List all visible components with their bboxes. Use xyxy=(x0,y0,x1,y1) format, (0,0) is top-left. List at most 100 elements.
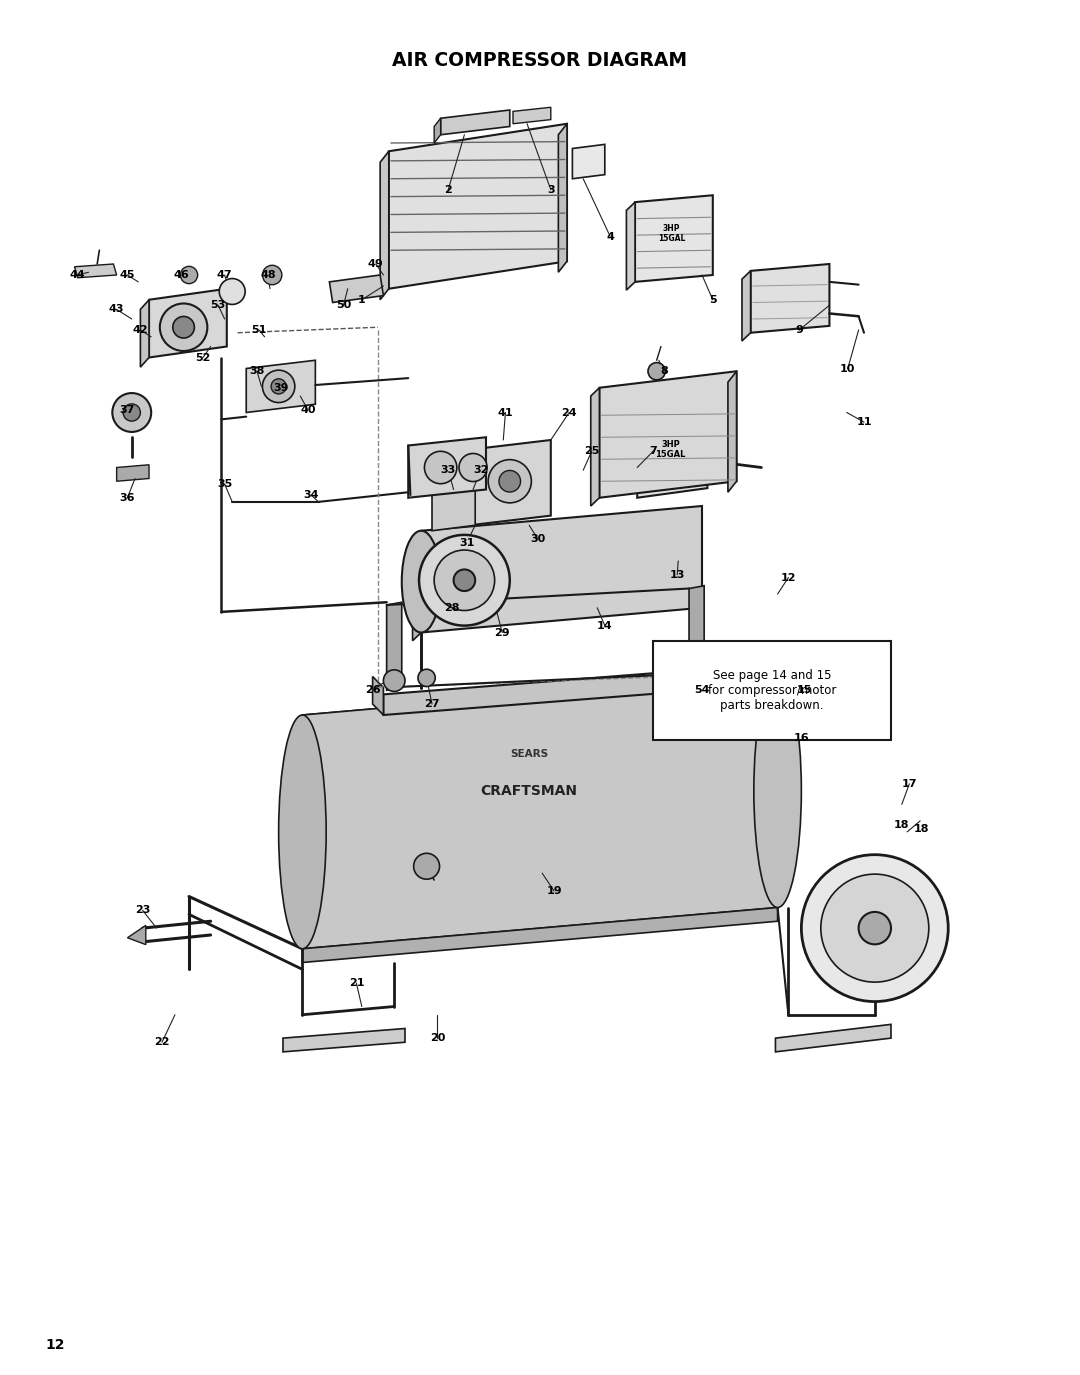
Polygon shape xyxy=(389,124,567,289)
Text: 53: 53 xyxy=(211,300,226,311)
Text: 9: 9 xyxy=(795,324,804,336)
Polygon shape xyxy=(635,195,713,282)
Polygon shape xyxy=(302,674,778,949)
Text: 45: 45 xyxy=(120,270,135,280)
Circle shape xyxy=(383,670,405,692)
Polygon shape xyxy=(751,264,829,333)
Circle shape xyxy=(454,569,475,591)
Polygon shape xyxy=(302,674,778,756)
Text: 5: 5 xyxy=(708,294,717,305)
Text: 8: 8 xyxy=(660,366,669,377)
Text: 34: 34 xyxy=(303,490,319,500)
Polygon shape xyxy=(689,586,704,674)
Text: 14: 14 xyxy=(597,620,612,631)
Text: SEARS: SEARS xyxy=(510,748,549,759)
Polygon shape xyxy=(434,118,441,143)
Circle shape xyxy=(262,370,295,403)
Polygon shape xyxy=(408,437,486,498)
Text: 39: 39 xyxy=(273,382,288,393)
Text: 32: 32 xyxy=(473,465,488,476)
Polygon shape xyxy=(149,289,227,358)
Polygon shape xyxy=(246,360,315,412)
Text: 24: 24 xyxy=(562,407,577,418)
Text: 21: 21 xyxy=(349,978,364,989)
Circle shape xyxy=(414,854,440,879)
Polygon shape xyxy=(373,676,383,715)
Circle shape xyxy=(459,454,487,481)
Text: 2: 2 xyxy=(444,184,453,195)
Text: 35: 35 xyxy=(217,478,232,489)
Polygon shape xyxy=(380,151,389,300)
Polygon shape xyxy=(742,271,751,341)
Polygon shape xyxy=(140,300,149,367)
Circle shape xyxy=(859,912,891,945)
Text: 40: 40 xyxy=(300,404,315,415)
Text: 12: 12 xyxy=(45,1338,65,1352)
Ellipse shape xyxy=(402,531,441,632)
Text: 47: 47 xyxy=(217,270,232,280)
Polygon shape xyxy=(413,531,421,641)
Text: 41: 41 xyxy=(498,407,513,418)
Polygon shape xyxy=(387,602,402,690)
Text: 49: 49 xyxy=(368,258,383,270)
Text: AIR COMPRESSOR DIAGRAM: AIR COMPRESSOR DIAGRAM xyxy=(392,51,688,70)
Text: 36: 36 xyxy=(120,492,135,503)
Circle shape xyxy=(424,451,457,484)
Text: 48: 48 xyxy=(260,270,275,280)
Text: 17: 17 xyxy=(902,778,917,789)
Text: 51: 51 xyxy=(252,324,267,336)
Polygon shape xyxy=(513,107,551,124)
Bar xyxy=(653,641,891,740)
Text: 37: 37 xyxy=(120,404,135,415)
Text: 30: 30 xyxy=(530,534,545,544)
Text: 52: 52 xyxy=(195,352,211,363)
Ellipse shape xyxy=(279,715,326,949)
Polygon shape xyxy=(724,656,734,688)
Text: 54: 54 xyxy=(694,685,710,696)
Circle shape xyxy=(821,874,929,982)
Text: 44: 44 xyxy=(70,270,85,280)
Circle shape xyxy=(801,855,948,1001)
Text: 12: 12 xyxy=(781,572,796,583)
Text: 31: 31 xyxy=(459,538,474,549)
Text: 1: 1 xyxy=(357,294,366,305)
Polygon shape xyxy=(775,1024,891,1052)
Circle shape xyxy=(434,550,495,610)
Text: See page 14 and 15
for compressor/motor
parts breakdown.: See page 14 and 15 for compressor/motor … xyxy=(708,668,836,712)
Circle shape xyxy=(219,279,245,304)
Polygon shape xyxy=(572,144,605,179)
Polygon shape xyxy=(728,371,737,492)
Text: 20: 20 xyxy=(430,1033,445,1044)
Circle shape xyxy=(418,670,435,686)
Text: 10: 10 xyxy=(840,363,855,374)
Polygon shape xyxy=(283,1028,405,1052)
Text: 22: 22 xyxy=(154,1037,170,1048)
Polygon shape xyxy=(117,465,149,481)
Circle shape xyxy=(180,267,198,283)
Circle shape xyxy=(648,363,665,380)
Circle shape xyxy=(271,380,286,393)
Circle shape xyxy=(262,265,282,285)
Polygon shape xyxy=(329,275,383,302)
Text: 7: 7 xyxy=(649,446,658,456)
Circle shape xyxy=(112,393,151,432)
Polygon shape xyxy=(441,110,510,135)
Polygon shape xyxy=(599,371,737,498)
Text: 29: 29 xyxy=(495,627,510,638)
Text: 38: 38 xyxy=(249,366,265,377)
Text: 26: 26 xyxy=(365,685,380,696)
Polygon shape xyxy=(127,925,146,945)
Circle shape xyxy=(123,404,140,421)
Polygon shape xyxy=(637,419,707,498)
Text: 28: 28 xyxy=(444,602,459,613)
Text: 16: 16 xyxy=(794,733,809,744)
Polygon shape xyxy=(591,388,599,506)
Polygon shape xyxy=(383,667,734,715)
Text: 18: 18 xyxy=(894,820,909,830)
Circle shape xyxy=(419,535,510,626)
Polygon shape xyxy=(421,506,702,632)
Circle shape xyxy=(488,459,531,503)
Text: 4: 4 xyxy=(606,231,615,242)
Text: 13: 13 xyxy=(670,569,685,580)
Text: 3HP
15GAL: 3HP 15GAL xyxy=(656,440,686,459)
